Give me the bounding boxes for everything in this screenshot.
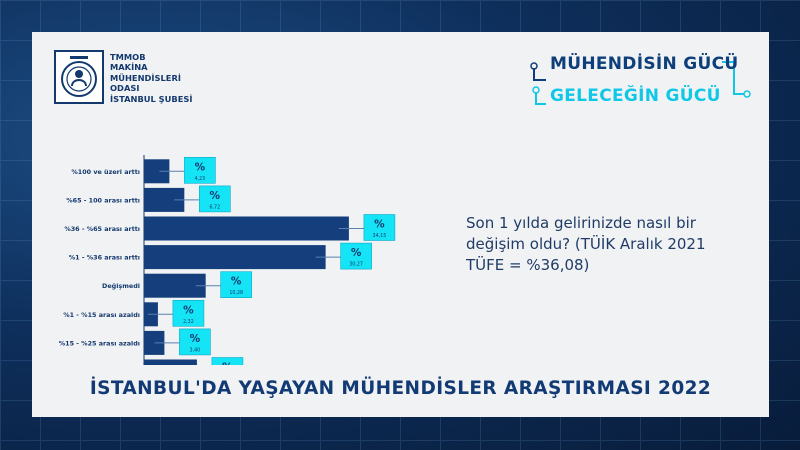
category-label: %15 - %25 arası azaldı	[59, 339, 140, 347]
value-label: 4,23	[195, 176, 206, 182]
chamber-name: TMMOB MAKİNA MÜHENDİSLERİ ODASI İSTANBUL…	[110, 52, 192, 104]
logo-line: TMMOB	[110, 52, 146, 62]
value-label-box	[199, 185, 231, 213]
value-label-prefix: %	[195, 161, 206, 173]
value-label-prefix: %	[374, 219, 385, 231]
value-label-box	[363, 214, 396, 241]
slogan-line-2: GELECEĞİN GÜCÜ	[550, 86, 721, 106]
category-label: %1 - %15 arası azaldı	[63, 311, 140, 319]
logo-line: ODASI	[110, 83, 140, 94]
slogan: MÜHENDİSİN GÜCÜ GELECEĞİN GÜCÜ	[522, 48, 752, 118]
category-label: %1 - %36 arası arttı	[69, 254, 140, 262]
circuit-decoration-icon	[530, 61, 751, 105]
value-label-box	[340, 242, 372, 270]
value-label-prefix: %	[222, 362, 233, 366]
value-label-box	[172, 300, 205, 327]
category-label: %100 ve üzeri arttı	[71, 168, 140, 176]
bar	[144, 245, 326, 270]
bar	[144, 330, 165, 355]
value-label: 3,40	[190, 347, 201, 353]
value-label-prefix: %	[210, 190, 221, 202]
category-label: %65 - 100 arası arttı	[66, 196, 140, 204]
chamber-logo: TMMOB MAKİNA MÜHENDİSLERİ ODASI İSTANBUL…	[54, 50, 204, 108]
logo-line: MÜHENDİSLERİ	[110, 72, 181, 83]
bar	[144, 216, 349, 241]
bar	[144, 273, 206, 298]
survey-question: Son 1 yılda gelirinizde nasıl bir değişi…	[466, 214, 706, 274]
bar	[144, 359, 197, 365]
logo-line: MAKİNA	[110, 62, 148, 73]
slogan-line-1: MÜHENDİSİN GÜCÜ	[550, 54, 739, 74]
category-label: Değişmedi	[102, 282, 140, 290]
value-label-prefix: %	[351, 247, 362, 259]
value-label: 34,15	[373, 233, 387, 239]
value-label: 6,72	[209, 204, 220, 210]
value-label-box	[211, 357, 244, 365]
bar-chart: %100 ve üzeri arttı % 4,23 %65 - 100 arası …	[59, 155, 396, 366]
logo-line: İSTANBUL ŞUBESİ	[110, 93, 193, 104]
content-panel: TMMOB MAKİNA MÜHENDİSLERİ ODASI İSTANBUL…	[32, 32, 769, 417]
value-label: 30,27	[349, 262, 363, 268]
survey-title: İSTANBUL'DA YAŞAYAN MÜHENDİSLER ARAŞTIRM…	[89, 378, 712, 399]
value-label: 2,32	[183, 319, 194, 325]
value-label-prefix: %	[190, 333, 201, 345]
chamber-emblem-icon	[54, 50, 104, 104]
value-label-prefix: %	[183, 304, 194, 316]
value-label: 10,28	[229, 290, 243, 296]
category-label: %36 - %65 arası arttı	[64, 225, 140, 233]
value-label-box	[179, 328, 211, 356]
value-label-prefix: %	[231, 276, 242, 288]
value-label-box	[184, 156, 216, 184]
value-label-box	[220, 271, 252, 298]
